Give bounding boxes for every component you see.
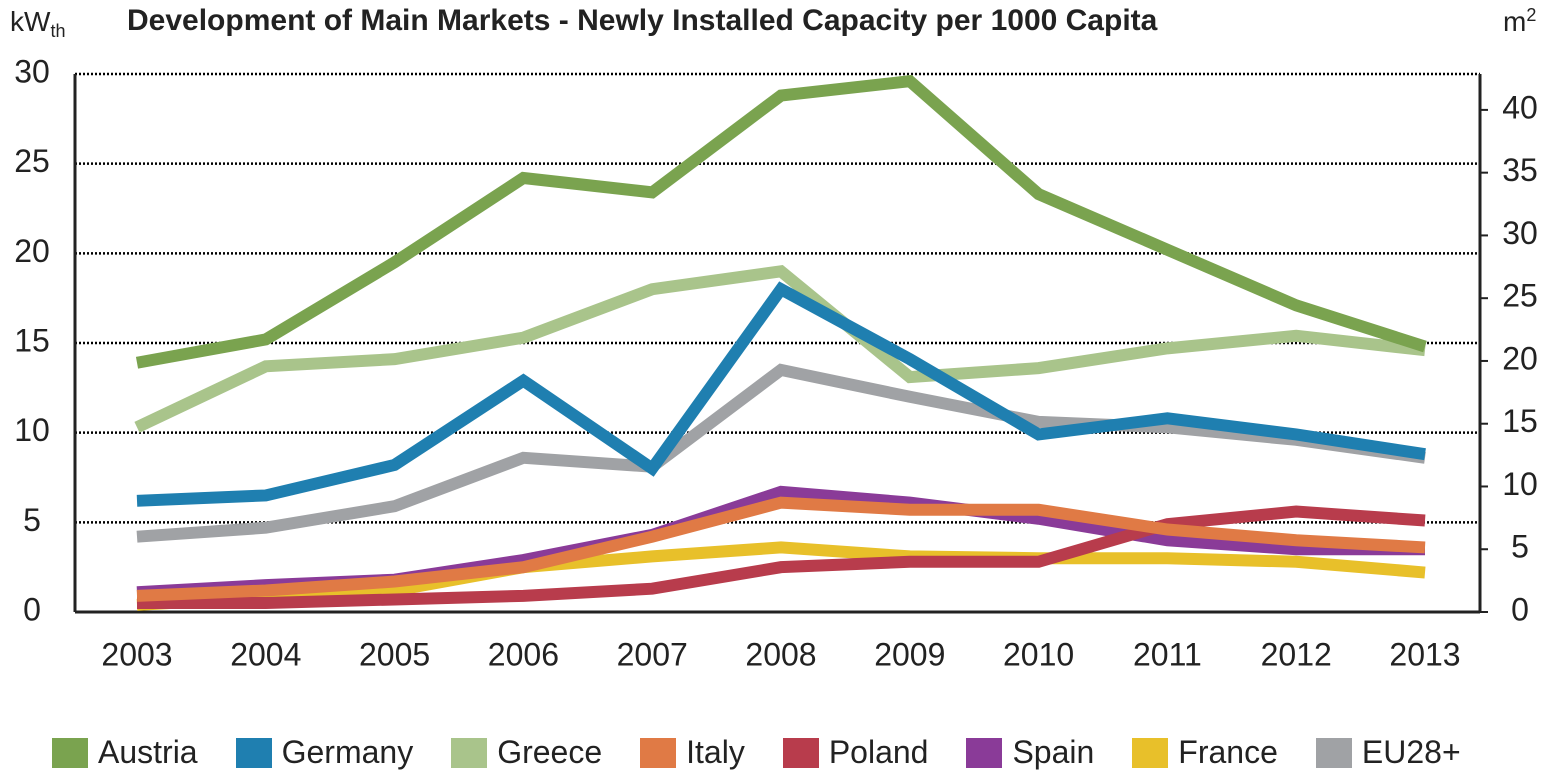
y2-tick-label: 35 bbox=[1502, 152, 1538, 188]
chart: Development of Main Markets - Newly Inst… bbox=[10, 4, 1538, 673]
series-line bbox=[136, 496, 1426, 602]
y2-tick-label: 40 bbox=[1502, 89, 1538, 125]
legend-label: Italy bbox=[686, 734, 745, 770]
legend-label: Poland bbox=[828, 734, 929, 770]
legend-item: Austria bbox=[52, 734, 198, 771]
legend-item: EU28+ bbox=[1315, 734, 1461, 771]
legend-item: Italy bbox=[640, 734, 745, 771]
x-tick-label: 2005 bbox=[359, 636, 430, 672]
legend-item: Germany bbox=[235, 734, 414, 771]
y2-tick-label: 15 bbox=[1502, 403, 1538, 439]
series-line bbox=[135, 74, 1427, 369]
x-tick-label: 2006 bbox=[488, 636, 559, 672]
legend-swatch bbox=[52, 737, 88, 768]
x-tick-label: 2011 bbox=[1133, 636, 1202, 672]
x-tick-label: 2007 bbox=[617, 636, 688, 672]
legend-label: Greece bbox=[497, 734, 603, 770]
legend-label: Spain bbox=[1012, 734, 1095, 770]
series-line bbox=[136, 281, 1426, 507]
y2-tick-label: 10 bbox=[1502, 466, 1538, 502]
legend-label: EU28+ bbox=[1361, 734, 1461, 770]
y-tick-label: 25 bbox=[14, 143, 50, 179]
series-line bbox=[136, 541, 1426, 611]
y2-tick-label: 5 bbox=[1511, 529, 1529, 565]
y2-tick-label: 25 bbox=[1502, 278, 1538, 314]
legend-swatch bbox=[966, 737, 1003, 768]
x-tick-label: 2009 bbox=[874, 636, 945, 672]
legend-swatch bbox=[782, 737, 819, 768]
x-tick-label: 2013 bbox=[1389, 636, 1460, 672]
legend-item: Greece bbox=[451, 734, 602, 771]
y2-tick-label: 30 bbox=[1502, 215, 1538, 251]
legend: Austria Germany Greece Italy Poland Spain Fran… bbox=[52, 734, 1461, 771]
y-axis-label-main: kW bbox=[10, 6, 51, 37]
y-tick-label: 30 bbox=[14, 53, 50, 89]
y2-axis-label-main: m bbox=[1503, 6, 1526, 37]
legend-swatch bbox=[235, 737, 272, 768]
x-tick-label: 2012 bbox=[1261, 636, 1332, 672]
y-tick-label: 0 bbox=[23, 591, 41, 627]
y-axis-label-sub: th bbox=[50, 21, 65, 41]
legend-swatch bbox=[1132, 737, 1169, 768]
legend-label: France bbox=[1178, 734, 1278, 770]
y-tick-label: 15 bbox=[14, 322, 50, 358]
y-tick-label: 20 bbox=[14, 233, 50, 269]
legend-swatch bbox=[1315, 737, 1352, 768]
y2-axis-label: m2 bbox=[1503, 5, 1536, 38]
x-tick-label: 2003 bbox=[101, 636, 172, 672]
x-tick-label: 2010 bbox=[1003, 636, 1074, 672]
legend-item: Spain bbox=[966, 734, 1094, 771]
legend-item: France bbox=[1132, 734, 1278, 771]
legend-label: Austria bbox=[98, 734, 198, 770]
legend-swatch bbox=[451, 737, 488, 768]
y-tick-label: 10 bbox=[14, 412, 50, 448]
chart-title: Development of Main Markets - Newly Inst… bbox=[127, 4, 1158, 37]
legend-swatch bbox=[640, 737, 677, 768]
y2-tick-label: 0 bbox=[1511, 591, 1529, 627]
y2-axis-label-sup: 2 bbox=[1526, 5, 1536, 25]
series-line bbox=[137, 505, 1426, 610]
x-tick-label: 2008 bbox=[745, 636, 816, 672]
y-tick-label: 5 bbox=[23, 502, 41, 538]
series-line bbox=[134, 264, 1426, 433]
y-axis-label: kWth bbox=[10, 6, 65, 40]
legend-label: Germany bbox=[281, 734, 414, 770]
x-tick-label: 2004 bbox=[230, 636, 301, 672]
y2-tick-label: 20 bbox=[1502, 340, 1538, 376]
series-line bbox=[136, 363, 1426, 543]
legend-item: Poland bbox=[782, 734, 929, 771]
